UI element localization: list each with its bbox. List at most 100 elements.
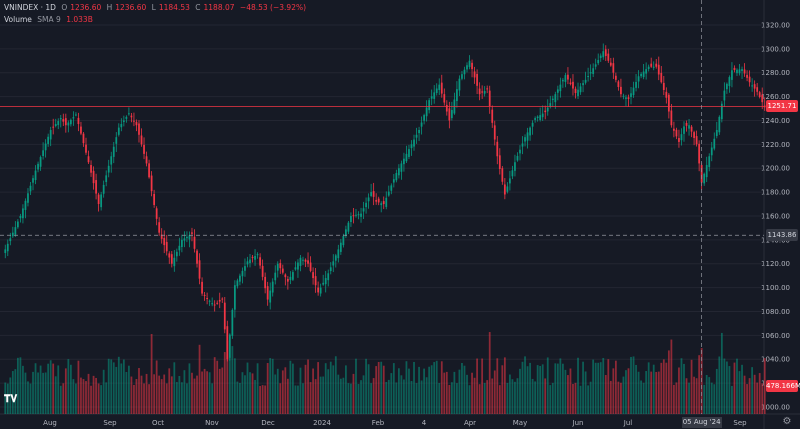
candle-body xyxy=(304,259,307,262)
candle-body xyxy=(695,136,698,145)
volume-bar xyxy=(438,383,441,414)
volume-bar xyxy=(554,363,557,414)
volume-bar xyxy=(49,360,52,414)
volume-bar xyxy=(69,364,72,414)
candle-body xyxy=(640,73,642,77)
volume-bar xyxy=(6,383,9,414)
volume-bar xyxy=(148,384,150,414)
volume-bar xyxy=(100,385,103,414)
volume-bar xyxy=(122,359,125,414)
candle-body xyxy=(173,257,176,267)
volume-bar xyxy=(64,368,67,414)
candle-body xyxy=(642,71,645,78)
candle-body xyxy=(720,103,723,120)
volume-bar xyxy=(19,357,22,414)
volume-bar xyxy=(390,373,393,414)
candle-body xyxy=(534,118,537,120)
volume-bar xyxy=(491,378,494,414)
volume-bar xyxy=(304,364,307,414)
volume-bar xyxy=(562,363,564,414)
volume-bar xyxy=(382,365,385,414)
volume-bar xyxy=(22,365,24,414)
candle-body xyxy=(322,282,325,285)
volume-bar xyxy=(733,362,736,414)
volume-bar xyxy=(198,344,201,414)
candle-body xyxy=(657,64,660,75)
candle-body xyxy=(498,155,501,170)
candle-body xyxy=(155,208,158,219)
candle-body xyxy=(249,259,251,264)
candle-body xyxy=(620,86,622,95)
candle-body xyxy=(468,60,471,67)
tradingview-logo-icon[interactable]: 𝐓𝐕 xyxy=(4,394,18,405)
volume-bar xyxy=(612,368,615,414)
volume-bar xyxy=(693,376,695,414)
candle-body xyxy=(433,92,436,99)
volume-bar xyxy=(738,371,741,414)
volume-bar xyxy=(216,360,219,414)
volume-bar xyxy=(690,359,693,414)
candle-body xyxy=(271,281,274,293)
candle-body xyxy=(481,91,484,93)
volume-bar xyxy=(120,363,123,414)
candle-body xyxy=(165,241,168,252)
candle-body xyxy=(228,334,231,358)
x-tick-label: Nov xyxy=(205,419,219,427)
volume-bar xyxy=(743,375,746,414)
x-tick-label: 2024 xyxy=(313,419,331,427)
volume-bar xyxy=(637,371,640,414)
volume-bar xyxy=(97,383,100,414)
volume-label[interactable]: Volume xyxy=(4,15,32,24)
volume-bar xyxy=(339,378,342,414)
volume-bar xyxy=(44,372,47,414)
candle-body xyxy=(438,84,441,91)
candle-body xyxy=(662,82,665,91)
volume-bar xyxy=(130,376,133,414)
volume-bar xyxy=(569,368,572,414)
candle-body xyxy=(332,261,335,266)
volume-bar xyxy=(556,363,559,414)
candle-body xyxy=(95,180,97,194)
candle-body xyxy=(324,278,327,285)
volume-bar xyxy=(723,358,726,414)
volume-bar xyxy=(29,383,32,414)
symbol-label[interactable]: VNINDEX · 1D xyxy=(4,3,56,12)
volume-bar xyxy=(274,374,277,414)
volume-bar xyxy=(758,373,761,414)
candle-body xyxy=(188,235,191,240)
candle-body xyxy=(158,222,161,233)
candle-body xyxy=(660,72,663,83)
candle-body xyxy=(551,98,554,101)
candle-body xyxy=(574,88,577,93)
volume-bar xyxy=(680,358,683,414)
volume-bar xyxy=(249,372,251,414)
y-tick-label: 1260.00 xyxy=(761,93,790,101)
volume-bar xyxy=(514,381,516,414)
candle-body xyxy=(597,59,600,64)
volume-bar xyxy=(594,362,597,414)
gear-icon[interactable]: ⚙ xyxy=(782,416,792,427)
volume-bar xyxy=(269,358,272,414)
candle-body xyxy=(559,84,562,92)
volume-bar xyxy=(107,358,110,414)
candle-body xyxy=(554,94,557,103)
volume-bar xyxy=(440,361,443,414)
volume-bar xyxy=(397,368,400,414)
volume-bar xyxy=(181,382,183,414)
volume-bar xyxy=(233,358,236,414)
candle-body xyxy=(683,126,685,134)
volume-bar xyxy=(640,380,642,414)
candle-body xyxy=(329,267,332,272)
volume-bar xyxy=(112,362,115,414)
volume-bar xyxy=(42,372,44,414)
candle-body xyxy=(395,172,398,181)
candle-body xyxy=(39,157,42,167)
candle-body xyxy=(546,107,549,112)
volume-bar xyxy=(279,383,282,414)
candle-body xyxy=(405,153,408,162)
volume-bar xyxy=(445,371,448,414)
candle-body xyxy=(334,255,337,261)
volume-bar xyxy=(544,378,547,414)
